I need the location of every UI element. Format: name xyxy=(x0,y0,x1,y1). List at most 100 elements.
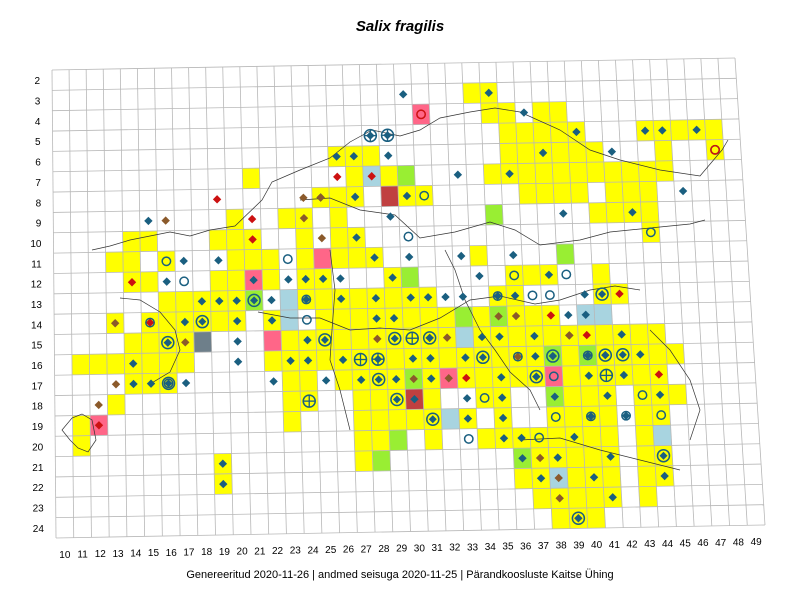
row-label: 24 xyxy=(33,524,45,535)
cell-yellow xyxy=(704,119,723,140)
diamond-marker xyxy=(458,292,468,301)
diamond-marker xyxy=(581,310,590,319)
grid-line-vertical xyxy=(85,69,92,538)
ring-marker xyxy=(403,231,414,242)
diamond-marker xyxy=(94,400,103,410)
cell-yellow xyxy=(563,386,582,407)
diamond-marker xyxy=(654,370,664,379)
diamond-marker xyxy=(513,352,523,361)
cell-yellow xyxy=(329,207,348,228)
grid-line-vertical xyxy=(324,65,340,533)
column-label: 29 xyxy=(396,544,408,555)
cell-yellow xyxy=(542,325,562,346)
column-label: 10 xyxy=(59,550,71,561)
diamond-marker xyxy=(511,311,521,321)
diamond-marker xyxy=(564,310,573,320)
ring-marker xyxy=(546,349,560,363)
diamond-marker xyxy=(617,330,626,339)
grid-line-horizontal xyxy=(54,321,752,335)
cell-yellow xyxy=(349,288,368,309)
border-line xyxy=(329,249,351,431)
cell-yellow xyxy=(402,307,421,329)
diamond-marker xyxy=(619,370,629,380)
diamond-marker xyxy=(583,351,593,360)
diamond-marker xyxy=(111,380,121,389)
border-line xyxy=(649,329,701,441)
diamond-marker xyxy=(495,332,504,341)
cell-yellow xyxy=(283,411,302,433)
column-label: 19 xyxy=(219,547,231,558)
diamond-marker xyxy=(494,312,503,321)
diamond-marker xyxy=(457,251,466,261)
grid-line-horizontal xyxy=(53,240,747,254)
ring-marker xyxy=(463,433,474,444)
grid-line-horizontal xyxy=(53,260,749,274)
diamond-marker xyxy=(559,209,568,218)
row-label: 19 xyxy=(32,422,44,433)
grid-line-horizontal xyxy=(53,220,746,234)
cell-pink xyxy=(412,104,430,125)
cell-yellow xyxy=(570,182,589,204)
map-title: Salix fragilis xyxy=(355,18,445,35)
diamond-marker xyxy=(565,331,574,340)
diamond-marker xyxy=(352,233,361,242)
grid-line-vertical xyxy=(256,66,270,535)
cell-yellow xyxy=(474,367,493,388)
border-line xyxy=(444,249,541,411)
column-label: 40 xyxy=(591,540,603,551)
cell-yellow xyxy=(621,161,640,182)
grid-line-horizontal xyxy=(52,98,738,112)
cell-yellow xyxy=(524,305,543,326)
cell-yellow xyxy=(353,410,372,431)
cell-yellow xyxy=(582,426,602,447)
cell-yellow xyxy=(509,366,528,388)
cell-yellow xyxy=(106,353,125,375)
grid-line-horizontal xyxy=(53,199,745,213)
grid-line-vertical xyxy=(598,60,624,528)
diamond-marker xyxy=(129,359,138,368)
diamond-marker xyxy=(493,291,502,301)
ring-marker xyxy=(161,335,175,350)
diamond-marker xyxy=(477,332,487,342)
diamond-marker xyxy=(510,291,520,300)
column-label: 11 xyxy=(77,550,88,561)
cell-yellow xyxy=(603,161,623,183)
grid-line-vertical xyxy=(376,64,394,532)
cell-yellow xyxy=(139,230,158,252)
cell-yellow xyxy=(705,139,725,161)
row-label: 8 xyxy=(36,198,42,209)
ring-marker xyxy=(561,269,572,280)
diamond-marker xyxy=(250,296,259,305)
diamond-marker xyxy=(518,454,527,463)
row-label: 23 xyxy=(33,503,45,514)
border-line xyxy=(519,437,681,471)
diamond-marker xyxy=(384,151,393,160)
diamond-marker xyxy=(386,212,395,221)
cell-yellow xyxy=(665,343,685,365)
diamond-marker xyxy=(373,334,382,344)
cell-yellow xyxy=(637,466,657,487)
grid-line-horizontal xyxy=(53,179,743,193)
cell-yellow xyxy=(295,228,314,249)
cell-yellow xyxy=(348,247,367,269)
grid-line-horizontal xyxy=(52,118,739,132)
border-line xyxy=(119,297,181,385)
column-label: 47 xyxy=(715,538,727,549)
diamond-marker xyxy=(584,371,594,380)
diamond-marker xyxy=(484,88,493,98)
cell-yellow xyxy=(561,345,580,366)
grid-line-vertical xyxy=(546,61,571,529)
cell-yellow xyxy=(469,245,488,266)
diamond-marker xyxy=(582,330,591,340)
diamond-marker xyxy=(601,351,610,360)
cell-yellow xyxy=(333,329,352,350)
ring-marker xyxy=(161,376,176,391)
cell-blue xyxy=(441,408,460,430)
diamond-marker xyxy=(555,494,564,503)
ring-marker xyxy=(512,351,523,362)
column-label: 24 xyxy=(307,545,319,556)
cell-green xyxy=(397,165,416,186)
cell-yellow xyxy=(438,347,458,369)
